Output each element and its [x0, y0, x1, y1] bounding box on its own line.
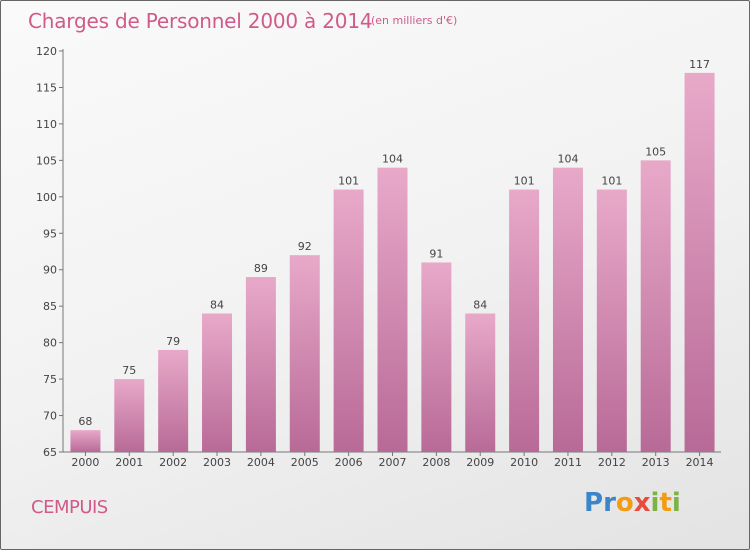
bar-value-label: 117	[689, 58, 710, 71]
y-tick-label: 105	[36, 154, 57, 167]
bar-value-label: 75	[122, 364, 136, 377]
y-tick-label: 100	[36, 191, 57, 204]
logo-letter: o	[615, 488, 634, 518]
logo-letter: i	[650, 488, 660, 518]
bar	[202, 313, 233, 452]
bar-value-label: 89	[254, 262, 268, 275]
bar-value-label: 84	[210, 298, 224, 311]
chart-title: Charges de Personnel 2000 à 2014	[28, 9, 373, 33]
bar	[114, 379, 145, 452]
bar	[245, 277, 276, 452]
y-tick-label: 110	[36, 118, 57, 131]
y-tick-label: 120	[36, 45, 57, 58]
bar-value-label: 92	[298, 240, 312, 253]
bar-value-label: 105	[645, 145, 666, 158]
x-tick-label: 2013	[642, 456, 670, 469]
x-tick-label: 2002	[159, 456, 187, 469]
bar	[158, 349, 189, 452]
bar-value-label: 84	[473, 298, 487, 311]
bar-value-label: 101	[601, 175, 622, 188]
bar	[596, 189, 627, 452]
x-tick-label: 2005	[291, 456, 319, 469]
x-tick-label: 2009	[466, 456, 494, 469]
y-tick-label: 95	[43, 227, 57, 240]
y-tick-label: 115	[36, 81, 57, 94]
bar	[465, 313, 496, 452]
x-tick-label: 2012	[598, 456, 626, 469]
x-tick-label: 2004	[247, 456, 275, 469]
bar-value-label: 104	[382, 153, 403, 166]
x-tick-label: 2003	[203, 456, 231, 469]
x-tick-label: 2000	[71, 456, 99, 469]
bar-value-label: 68	[78, 415, 92, 428]
x-tick-label: 2010	[510, 456, 538, 469]
bar	[640, 160, 671, 452]
bar	[333, 189, 364, 452]
bar	[421, 262, 452, 452]
bar	[377, 167, 408, 452]
proxiti-logo: Proxiti	[584, 488, 681, 518]
bar	[552, 167, 583, 452]
y-tick-label: 85	[43, 300, 57, 313]
y-tick-label: 70	[43, 410, 57, 423]
bar	[289, 255, 320, 452]
bar	[509, 189, 540, 452]
logo-letter: i	[671, 488, 681, 518]
x-tick-label: 2008	[422, 456, 450, 469]
y-tick-label: 75	[43, 373, 57, 386]
x-tick-label: 2014	[686, 456, 714, 469]
y-tick-label: 65	[43, 446, 57, 459]
y-tick-label: 80	[43, 337, 57, 350]
logo-letter: r	[603, 488, 616, 518]
x-tick-label: 2007	[379, 456, 407, 469]
bar-value-label: 101	[338, 175, 359, 188]
bar-value-label: 104	[557, 153, 578, 166]
chart-subtitle: (en milliers d'€)	[371, 14, 458, 27]
y-tick-label: 90	[43, 264, 57, 277]
x-tick-label: 2011	[554, 456, 582, 469]
bar-value-label: 101	[514, 175, 535, 188]
logo-letter: x	[633, 488, 651, 518]
x-tick-label: 2006	[335, 456, 363, 469]
place-name: CEMPUIS	[31, 497, 108, 518]
bar-value-label: 79	[166, 335, 180, 348]
bar-value-label: 91	[429, 247, 443, 260]
logo-letter: P	[584, 488, 604, 518]
x-tick-label: 2001	[115, 456, 143, 469]
bar	[70, 430, 101, 452]
logo-letter: t	[659, 488, 672, 518]
bar	[684, 72, 715, 452]
